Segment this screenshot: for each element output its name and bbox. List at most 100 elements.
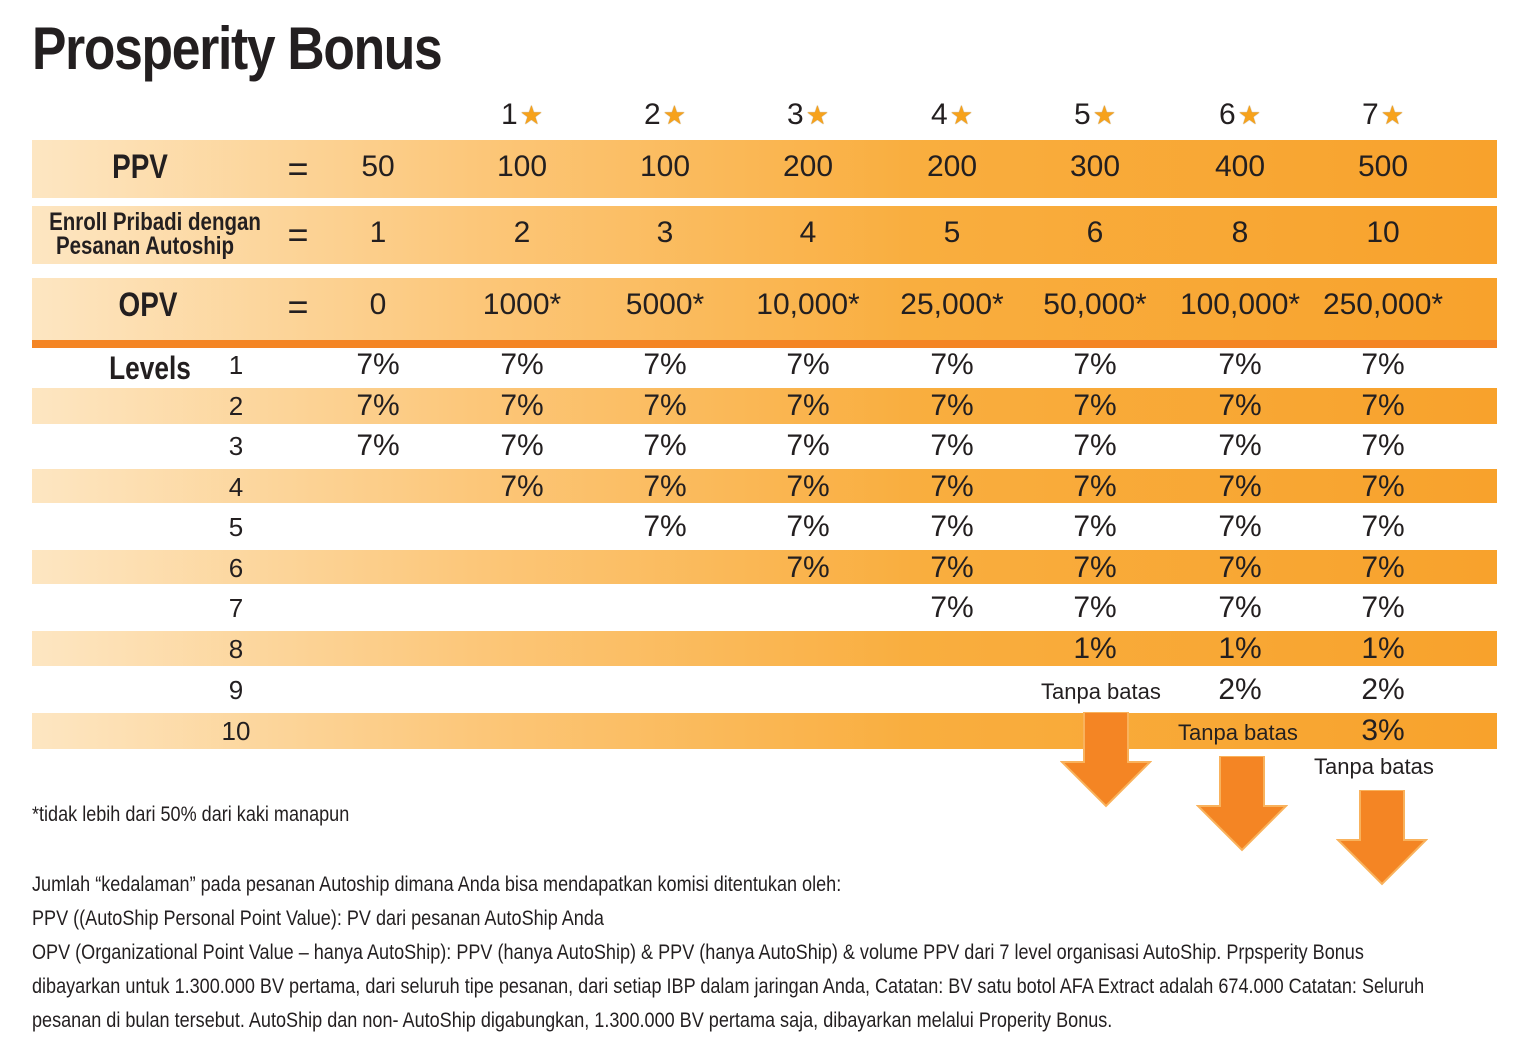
level-percent: 7% [1361,591,1405,624]
arrow-down-icon [1336,790,1428,886]
level-percent: 7% [1073,348,1117,381]
level-number: 8 [228,634,244,664]
level-percent: 7% [1073,510,1117,543]
level-percent: 3% [1361,714,1405,747]
level-percent: 7% [930,429,974,462]
star-rank-header: 2★ [590,98,740,132]
ppv-value: 100 [639,150,691,183]
level-percent: 2% [1218,673,1262,706]
level-percent: 7% [930,551,974,584]
level-percent: 7% [356,429,400,462]
arrow-down-icon [1060,712,1152,808]
star-rank-header: 6★ [1165,98,1315,132]
level-percent: 7% [1361,470,1405,503]
enroll-value: 10 [1366,216,1400,249]
level-percent: 7% [1218,429,1262,462]
level-number: 10 [221,716,251,746]
level-percent: 1% [1361,632,1405,665]
enroll-label-line1: Enroll Pribadi dengan [49,208,261,236]
enroll-value: 5 [943,216,961,249]
star-rank-number: 6 [1219,98,1236,131]
footnote: *tidak lebih dari 50% dari kaki manapun [32,803,350,826]
level-percent: 7% [930,591,974,624]
level-percent: 7% [1218,470,1262,503]
level-percent: 7% [1361,510,1405,543]
enroll-value: 3 [656,216,674,249]
description-line: dibayarkan untuk 1.300.000 BV pertama, d… [32,975,1425,998]
level-percent: 7% [1218,510,1262,543]
level-percent: 7% [356,348,400,381]
level-percent: 7% [500,429,544,462]
level-percent: 7% [500,389,544,422]
opv-value: 10,000* [756,288,860,321]
opv-value: 5000* [625,288,705,321]
level-percent: 7% [1361,389,1405,422]
ppv-value: 200 [926,150,978,183]
opv-value: 100,000* [1179,288,1301,321]
level-percent: 7% [1073,389,1117,422]
star-icon: ★ [1237,100,1261,130]
star-rank-number: 5 [1074,98,1091,131]
star-icon: ★ [949,100,973,130]
level-percent: 7% [643,470,687,503]
level-percent: 7% [930,470,974,503]
level-percent: 7% [1218,551,1262,584]
level-percent: 7% [786,389,830,422]
opv-value: 250,000* [1322,288,1444,321]
level-percent: 7% [500,470,544,503]
level-percent: 7% [786,470,830,503]
ppv-value: 400 [1214,150,1266,183]
level-stripe-8 [32,631,1497,666]
description: Jumlah “kedalaman” pada pesanan Autoship… [32,868,1511,1038]
level-percent: 7% [1361,348,1405,381]
level-percent: 7% [1073,470,1117,503]
star-icon: ★ [519,100,543,130]
star-rank-header: 4★ [877,98,1027,132]
star-icon: ★ [662,100,686,130]
star-icon: ★ [1092,100,1116,130]
level-percent: 7% [1218,389,1262,422]
level-percent: 7% [1218,348,1262,381]
star-rank-header: 7★ [1308,98,1458,132]
level-percent: 7% [930,348,974,381]
level-percent: 7% [930,389,974,422]
level-percent: 7% [1361,429,1405,462]
level-percent: 7% [1073,591,1117,624]
ppv-value: 300 [1069,150,1121,183]
level-number: 5 [228,512,244,542]
enroll-equals: = [287,214,309,255]
opv-divider [32,340,1497,348]
level-percent: 7% [786,551,830,584]
level-percent: 1% [1073,632,1117,665]
ppv-value: 500 [1357,150,1409,183]
level-percent: 7% [786,510,830,543]
level-percent: 7% [643,389,687,422]
level-percent: 7% [786,348,830,381]
description-line: PPV ((AutoShip Personal Point Value): PV… [32,907,604,930]
description-line: pesanan di bulan tersebut. AutoShip dan … [32,1009,1113,1032]
level-number: 3 [228,431,244,461]
level-percent: 7% [930,510,974,543]
star-rank-number: 2 [644,98,661,131]
opv-equals: = [287,286,309,327]
ppv-equals: = [287,148,309,189]
enroll-value: 2 [513,216,531,249]
description-line: Jumlah “kedalaman” pada pesanan Autoship… [32,873,842,896]
opv-value: 25,000* [900,288,1004,321]
level-percent: 7% [1073,551,1117,584]
opv-value: 50,000* [1043,288,1147,321]
level-stripe-10 [32,713,1497,749]
ppv-value: 200 [782,150,834,183]
level-number: 4 [228,472,244,502]
level-percent: 7% [643,429,687,462]
arrow-down-icon [1196,756,1288,852]
star-rank-number: 3 [787,98,804,131]
opv-value: 1000* [482,288,562,321]
enroll-value: 6 [1086,216,1104,249]
star-rank-number: 4 [931,98,948,131]
star-icon: ★ [805,100,829,130]
level-percent: 7% [643,510,687,543]
ppv-value: 100 [496,150,548,183]
level-number: 6 [228,553,244,583]
level-percent: 7% [1218,591,1262,624]
